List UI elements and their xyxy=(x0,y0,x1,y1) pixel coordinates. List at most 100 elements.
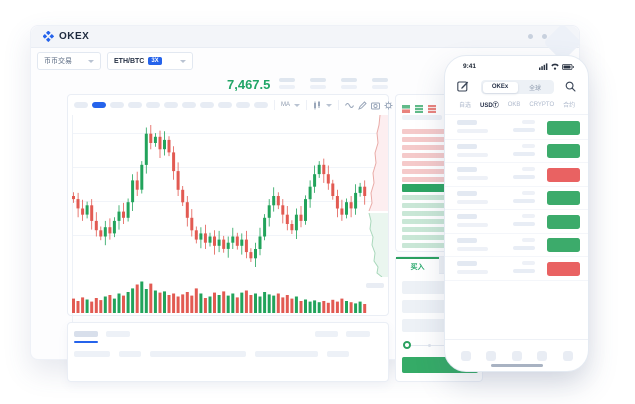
interval-pill[interactable] xyxy=(110,102,124,108)
bid-depth-bar xyxy=(402,202,460,208)
interval-pill[interactable] xyxy=(254,102,268,108)
panel-filter-pill[interactable] xyxy=(315,331,338,337)
volume-legend-placeholder xyxy=(366,283,384,288)
change-button[interactable] xyxy=(547,261,580,276)
ask-row[interactable] xyxy=(402,143,478,151)
interval-pill[interactable] xyxy=(146,102,160,108)
change-button[interactable] xyxy=(547,144,580,158)
tab-bar-icon[interactable] xyxy=(460,351,471,361)
last-price-row[interactable] xyxy=(402,183,478,193)
tab-bar-icon[interactable] xyxy=(511,351,522,361)
ticker-stats-placeholders xyxy=(279,78,388,89)
price-placeholder xyxy=(522,120,535,124)
market-list-item[interactable] xyxy=(445,140,588,163)
segment-option[interactable]: 全球 xyxy=(528,85,541,92)
segment-option[interactable]: OKEx xyxy=(482,81,518,93)
volume-placeholder xyxy=(457,152,488,157)
book-asks-icon[interactable] xyxy=(428,100,436,118)
change-button[interactable] xyxy=(547,191,580,205)
compose-icon[interactable] xyxy=(457,80,469,92)
pair-label: ETH/BTC xyxy=(114,57,145,65)
coin-name-placeholder xyxy=(457,190,477,196)
bid-row[interactable] xyxy=(402,233,478,241)
panel-tab-inactive[interactable] xyxy=(106,331,130,337)
ma-indicator-dropdown[interactable]: MA xyxy=(281,102,290,108)
table-header-bar xyxy=(327,351,349,357)
ask-row[interactable] xyxy=(402,151,478,159)
slider-handle[interactable] xyxy=(403,341,411,349)
tab-bar-icon[interactable] xyxy=(486,351,496,361)
category-tab[interactable]: USDⓉ xyxy=(480,103,499,109)
divider xyxy=(306,100,307,110)
camera-icon[interactable] xyxy=(371,101,380,110)
tab-bar-icon[interactable] xyxy=(562,351,573,361)
divider xyxy=(338,100,339,110)
bid-row[interactable] xyxy=(402,193,478,201)
stat-placeholder xyxy=(310,78,326,89)
market-list-item[interactable] xyxy=(445,234,588,257)
ask-row[interactable] xyxy=(402,127,478,135)
home-indicator xyxy=(490,364,543,367)
candle-interval-icon[interactable] xyxy=(313,100,322,110)
table-header-bar xyxy=(255,351,318,357)
bid-row[interactable] xyxy=(402,209,478,217)
okex-logo-icon xyxy=(43,31,54,42)
market-list-item[interactable] xyxy=(445,187,588,210)
ask-depth-bar xyxy=(402,128,457,134)
ask-row[interactable] xyxy=(402,135,478,143)
change-button[interactable] xyxy=(547,120,580,135)
market-list-item[interactable] xyxy=(445,257,588,281)
bid-depth-bar xyxy=(402,194,454,200)
bid-row[interactable] xyxy=(402,241,478,249)
tab-bar-icon[interactable] xyxy=(537,351,547,361)
candlestick-chart[interactable] xyxy=(70,115,368,277)
market-list-item[interactable] xyxy=(445,163,588,187)
category-tab[interactable]: OKB xyxy=(507,101,521,108)
window-control-dot[interactable] xyxy=(528,34,533,39)
interval-pill[interactable] xyxy=(236,102,250,108)
orderbook-view-toggles xyxy=(402,100,436,118)
change-button[interactable] xyxy=(547,214,580,229)
book-bids-icon[interactable] xyxy=(415,100,423,118)
category-tab[interactable]: 自选 xyxy=(459,103,472,109)
interval-pill[interactable] xyxy=(218,102,232,108)
bid-row[interactable] xyxy=(402,225,478,233)
change-button[interactable] xyxy=(547,167,580,182)
panel-tab-active[interactable] xyxy=(74,331,98,337)
tab-buy[interactable]: 买入 xyxy=(396,257,439,274)
interval-pill[interactable] xyxy=(200,102,214,108)
panel-filter-pill[interactable] xyxy=(346,331,370,337)
search-icon[interactable] xyxy=(565,81,576,92)
wave-icon[interactable] xyxy=(345,101,354,110)
interval-pill[interactable] xyxy=(128,102,142,108)
ask-row[interactable] xyxy=(402,167,478,175)
category-tab[interactable]: CRYPTO xyxy=(529,101,555,108)
category-tab[interactable]: 合约 xyxy=(563,103,576,109)
market-list-item[interactable] xyxy=(445,116,588,140)
market-type-dropdown[interactable]: 币币交易 xyxy=(37,52,101,70)
interval-pill[interactable] xyxy=(164,102,178,108)
gear-icon[interactable] xyxy=(384,101,393,110)
market-list-item[interactable] xyxy=(445,210,588,234)
ask-row[interactable] xyxy=(402,159,478,167)
bid-row[interactable] xyxy=(402,201,478,209)
volume-placeholder xyxy=(457,246,488,251)
pair-dropdown[interactable]: ETH/BTC 3X xyxy=(107,52,193,70)
window-control-dot[interactable] xyxy=(542,34,547,39)
ask-row[interactable] xyxy=(402,175,478,183)
orderbook-rows xyxy=(402,127,478,249)
stat-placeholder xyxy=(372,78,388,89)
fiat-price-placeholder xyxy=(513,151,535,156)
change-button[interactable] xyxy=(547,238,580,252)
gridline xyxy=(72,235,386,236)
book-split-icon[interactable] xyxy=(402,100,410,118)
bid-row[interactable] xyxy=(402,217,478,225)
market-type-label: 币币交易 xyxy=(44,58,72,65)
interval-pill[interactable] xyxy=(74,102,88,108)
interval-pill[interactable] xyxy=(182,102,196,108)
pencil-icon[interactable] xyxy=(358,100,367,110)
stat-bar xyxy=(279,85,295,89)
market-list xyxy=(445,116,588,281)
region-segmented-control[interactable]: OKEx 全球 xyxy=(481,80,554,94)
interval-pill[interactable] xyxy=(92,102,106,108)
